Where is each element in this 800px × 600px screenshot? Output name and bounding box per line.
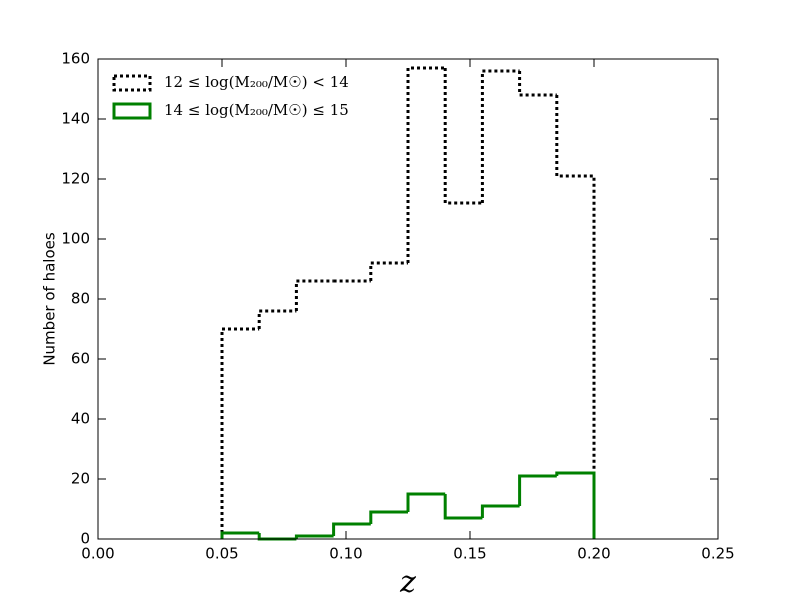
histogram-step — [369, 510, 408, 524]
histogram-step — [443, 494, 483, 520]
y-tick-label: 160 — [61, 50, 90, 68]
y-tick-label: 60 — [71, 350, 90, 368]
histogram-step — [518, 71, 557, 97]
x-tick-label: 0.20 — [577, 545, 610, 563]
y-tick-label: 0 — [80, 530, 90, 548]
x-tick-label: 0.15 — [453, 545, 486, 563]
y-axis-label: Number of haloes — [41, 232, 59, 366]
histogram-step — [220, 531, 260, 539]
histogram-step — [220, 327, 260, 539]
histogram-step — [294, 534, 334, 539]
y-tick-label: 80 — [71, 290, 90, 308]
legend-label: 14 ≤ log(M₂₀₀/M☉) ≤ 15 — [164, 101, 349, 119]
x-axis-label: z — [399, 565, 416, 600]
histogram-step — [369, 261, 408, 281]
histogram-step — [480, 69, 520, 203]
x-tick-label: 0.00 — [81, 545, 114, 563]
histogram-step — [257, 309, 297, 329]
legend-swatch — [112, 74, 152, 92]
x-tick-label: 0.25 — [701, 545, 734, 563]
histogram-step — [406, 66, 446, 263]
y-tick-label: 140 — [61, 110, 90, 128]
y-tick-label: 120 — [61, 170, 90, 188]
histogram-step — [480, 504, 520, 518]
histogram-step — [518, 474, 557, 506]
y-tick-label: 40 — [71, 410, 90, 428]
histogram-step — [555, 471, 596, 539]
x-tick-label: 0.05 — [205, 545, 238, 563]
legend-swatch — [112, 102, 152, 120]
y-tick-label: 20 — [71, 470, 90, 488]
legend-label: 12 ≤ log(M₂₀₀/M☉) < 14 — [164, 73, 349, 91]
histogram-step — [294, 279, 334, 311]
histogram-step — [332, 522, 371, 536]
histogram-step — [443, 68, 483, 205]
histogram-step — [406, 492, 446, 512]
y-tick-label: 100 — [61, 230, 90, 248]
x-tick-label: 0.10 — [329, 545, 362, 563]
plot-frame — [97, 58, 719, 540]
